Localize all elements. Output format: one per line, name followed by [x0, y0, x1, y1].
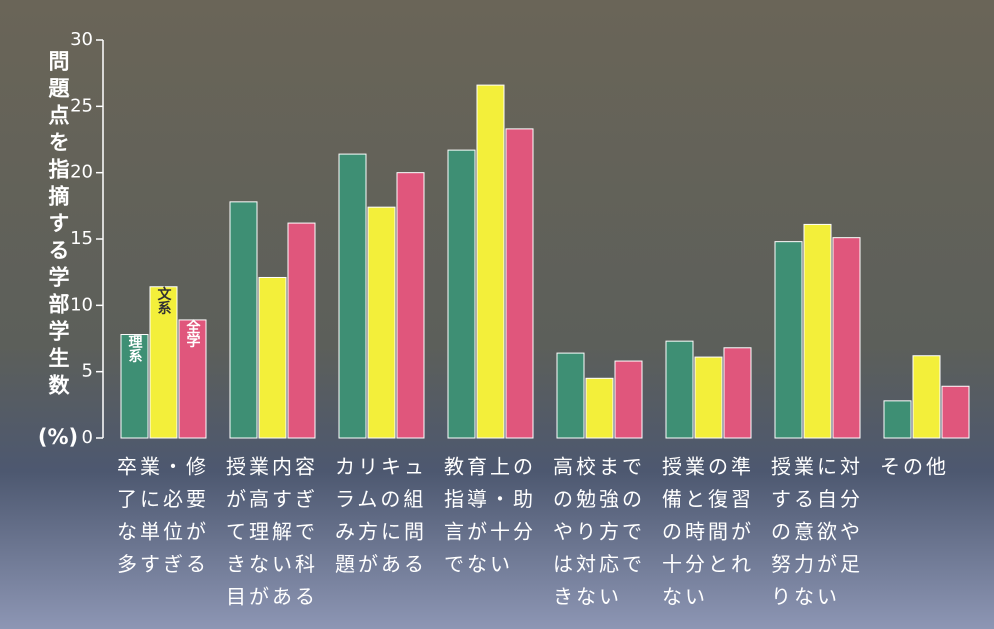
x-tick-label: て理解で [226, 520, 318, 544]
bar [338, 153, 367, 439]
bar [229, 201, 258, 439]
y-axis-label: 問題点を指摘する学部学生数 [46, 50, 70, 401]
x-tick-label: 十分とれ [662, 552, 754, 576]
legend-label: 全学 [185, 319, 202, 349]
bar [556, 352, 585, 439]
x-tick-label: 授業に対 [771, 455, 863, 479]
x-tick-label: 了に必要 [117, 487, 209, 511]
y-tick-label: 5 [82, 361, 93, 382]
x-tick-label: 授業の準 [662, 455, 754, 479]
x-tick-label: カリキュ [335, 455, 427, 479]
x-tick-label: ラムの組 [335, 487, 426, 511]
bar [774, 241, 803, 439]
x-tick-label: 高校まで [553, 455, 645, 479]
bar [505, 128, 534, 439]
x-tick-label: でない [444, 552, 513, 576]
bar [832, 237, 861, 439]
x-tick-label: み方に問 [335, 520, 427, 544]
x-tick-label: な単位が [117, 520, 209, 544]
x-tick-label: の意欲や [771, 520, 863, 544]
bar [723, 347, 752, 439]
x-tick-label: ない [662, 585, 708, 609]
y-tick-label: 15 [70, 228, 93, 249]
x-tick-label: その他 [880, 455, 949, 479]
bar [447, 149, 476, 439]
bar [287, 222, 316, 439]
y-tick-label: 20 [70, 162, 93, 183]
y-tick-label: 25 [70, 95, 93, 116]
x-tick-label: きない科 [226, 552, 318, 576]
bar [585, 377, 614, 439]
bar [883, 400, 912, 439]
x-tick-label: 題がある [335, 552, 427, 576]
bar [694, 356, 723, 439]
bar [665, 340, 694, 439]
bar [149, 286, 178, 439]
bar [614, 360, 643, 439]
y-tick-label: 30 [70, 29, 93, 50]
x-tick-label: 指導・助 [444, 487, 536, 511]
x-tick-label: の時間が [662, 520, 754, 544]
y-tick-label: 0 [82, 427, 93, 448]
x-tick-label: 教育上の [444, 455, 536, 479]
x-tick-label: きない [553, 585, 622, 609]
x-tick-label: の勉強の [553, 487, 645, 511]
x-tick-label: 多すぎる [117, 552, 209, 576]
legend-label: 理系 [127, 335, 143, 364]
x-tick-label: 言が十分 [444, 520, 536, 544]
x-tick-label: りない [771, 585, 840, 609]
legend-label: 文系 [156, 286, 172, 316]
bar [803, 223, 832, 439]
x-tick-label: 目がある [226, 585, 318, 609]
bar [912, 355, 941, 439]
x-tick-label: 努力が足 [771, 552, 863, 576]
x-tick-label: は対応で [553, 552, 645, 576]
y-tick-label: 10 [70, 294, 93, 315]
y-axis-unit: (%) [38, 425, 78, 449]
bar [396, 172, 425, 439]
x-tick-label: 卒業・修 [117, 455, 209, 479]
bar [476, 84, 505, 439]
x-tick-label: する自分 [771, 487, 863, 511]
bar [367, 206, 396, 439]
bar [178, 319, 207, 439]
x-tick-label: やり方で [553, 520, 645, 544]
bar [258, 276, 287, 439]
x-tick-label: 備と復習 [662, 487, 754, 511]
x-tick-label: 授業内容 [226, 455, 318, 479]
bar [120, 334, 149, 439]
bar [941, 385, 970, 439]
x-tick-label: が高すぎ [226, 487, 318, 511]
